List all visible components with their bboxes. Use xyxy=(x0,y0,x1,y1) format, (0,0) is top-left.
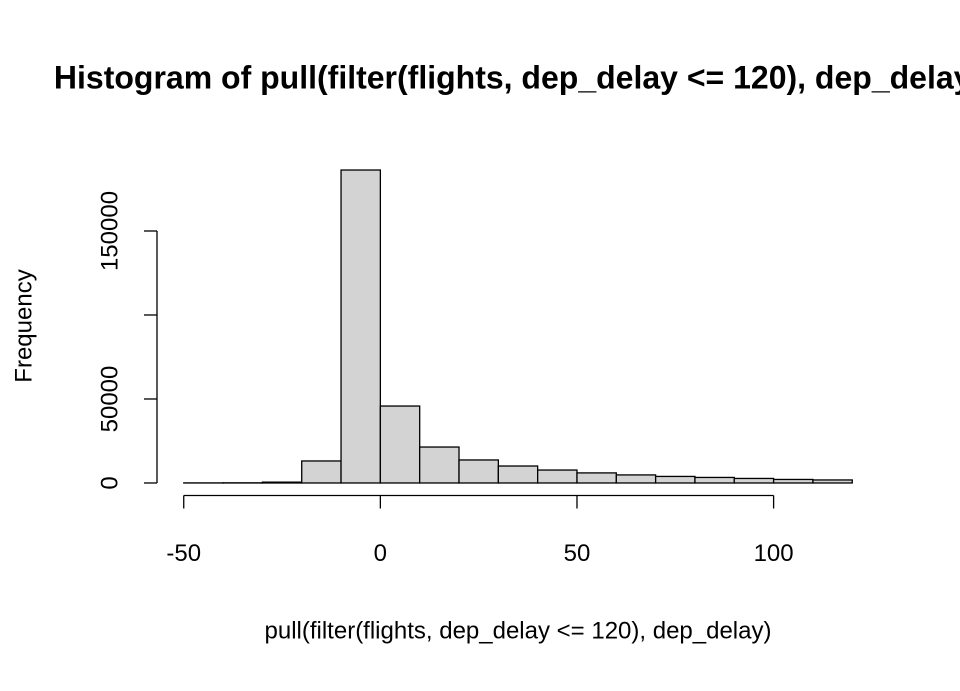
y-tick-label: 150000 xyxy=(96,191,123,271)
bar xyxy=(419,446,460,484)
bar xyxy=(497,465,539,484)
x-tick-label: 50 xyxy=(564,540,591,567)
bar xyxy=(261,481,303,484)
x-tick-label: 0 xyxy=(374,540,387,567)
bar xyxy=(379,405,421,484)
bar xyxy=(576,472,617,484)
bar xyxy=(458,459,499,484)
bar xyxy=(694,476,735,484)
bar xyxy=(733,477,775,484)
y-tick-label: 50000 xyxy=(96,366,123,433)
chart-title: Histogram of pull(filter(flights, dep_de… xyxy=(54,59,960,95)
x-tick-label: -50 xyxy=(166,540,201,567)
x-tick-label: 100 xyxy=(754,540,794,567)
bar xyxy=(772,478,814,484)
bar xyxy=(615,474,657,484)
bar xyxy=(812,479,853,484)
bar xyxy=(340,169,382,484)
x-axis-label: pull(filter(flights, dep_delay <= 120), … xyxy=(265,617,772,644)
bar xyxy=(301,460,342,484)
bar xyxy=(654,475,696,484)
y-tick-label: 0 xyxy=(96,476,123,489)
bar xyxy=(537,469,578,484)
y-axis-label: Frequency xyxy=(10,269,37,382)
